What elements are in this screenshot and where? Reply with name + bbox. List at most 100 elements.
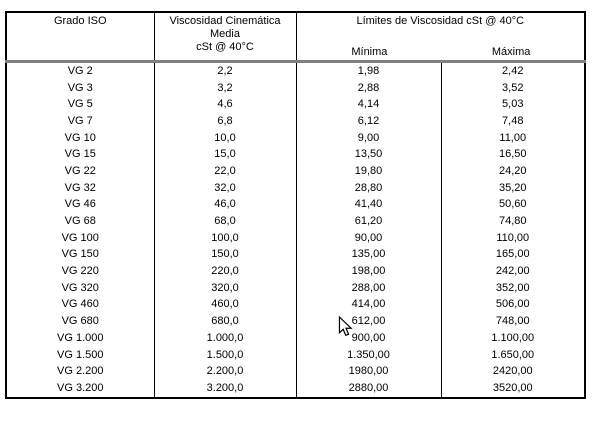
cell-minima: 900,00 <box>296 330 442 347</box>
cell-maxima: 3,52 <box>502 81 524 94</box>
cell-maxima: 110,00 <box>496 231 530 244</box>
cell-grado: VG 2 <box>6 61 155 80</box>
cell-grado: VG 1.500 <box>6 346 155 364</box>
cell-minima: 1980,00 <box>296 363 442 381</box>
cell-maxima: 506,00 <box>495 298 530 311</box>
table-row: VG 1.000 1.000,0 900,00 1.100,00 <box>6 330 585 347</box>
cell-media: 1.500,0 <box>154 346 297 364</box>
cell-media: 2,2 <box>154 61 297 80</box>
cell-minima: 9,00 <box>296 129 442 147</box>
cell-maxima: 35,20 <box>498 181 527 194</box>
cell-minima: 2880,00 <box>296 380 442 398</box>
table-row: VG 3.200 3.200,0 2880,00 3520,00 <box>6 380 585 398</box>
cell-grado: VG 3 <box>6 79 155 97</box>
table-row: VG 68 68,0 61,20 74,80 <box>6 213 585 230</box>
cell-media: 460,0 <box>154 296 297 314</box>
table-header: Grado ISO Viscosidad Cinemática Media cS… <box>6 12 586 63</box>
cell-media: 10,0 <box>154 129 297 147</box>
cell-minima: 1,98 <box>296 61 442 80</box>
cell-grado: VG 460 <box>6 296 155 314</box>
cell-minima: 198,00 <box>296 263 442 280</box>
cell-minima: 288,00 <box>296 279 442 297</box>
table-row: VG 22 22,0 19,80 24,20 <box>6 163 585 180</box>
cell-grado: VG 320 <box>6 279 155 297</box>
cell-media: 150,0 <box>154 246 297 264</box>
cell-media: 2.200,0 <box>154 363 297 381</box>
cell-maxima: 2420,00 <box>492 365 533 378</box>
cell-grado: VG 2.200 <box>6 363 155 381</box>
cell-maxima: 7,48 <box>502 114 524 127</box>
cell-minima: 41,40 <box>296 196 442 214</box>
table-row: VG 2 2,2 1,98 2,42 <box>6 61 585 80</box>
cell-grado: VG 10 <box>6 129 155 147</box>
table-row: VG 15 15,0 13,50 16,50 <box>6 146 585 164</box>
table-row: VG 3 3,2 2,88 3,52 <box>6 79 585 97</box>
cell-media: 3,2 <box>154 79 297 97</box>
table-row: VG 46 46,0 41,40 50,60 <box>6 196 585 214</box>
cell-minima: 13,50 <box>296 146 442 164</box>
cell-grado: VG 68 <box>6 213 155 230</box>
cell-minima: 4,14 <box>296 96 442 114</box>
cell-minima: 6,12 <box>296 113 442 130</box>
cell-grado: VG 100 <box>6 229 155 247</box>
cell-grado: VG 5 <box>6 96 155 114</box>
header-grado-iso: Grado ISO <box>6 12 155 63</box>
header-row: Grado ISO Viscosidad Cinemática Media cS… <box>6 12 586 63</box>
iso-viscosity-table: Grado ISO Viscosidad Cinemática Media cS… <box>5 11 587 399</box>
cell-media: 1.000,0 <box>154 330 297 347</box>
cell-minima: 19,80 <box>296 163 442 180</box>
cell-minima: 28,80 <box>296 179 442 197</box>
cell-minima: 2,88 <box>296 79 442 97</box>
cell-maxima: 11,00 <box>499 131 527 144</box>
cell-media: 15,0 <box>154 146 297 164</box>
cell-media: 32,0 <box>154 179 297 197</box>
cell-minima: 612,00 <box>296 313 442 330</box>
cell-grado: VG 1.000 <box>6 330 155 347</box>
cell-grado: VG 150 <box>6 246 155 264</box>
header-maxima: Máxima <box>491 46 531 58</box>
header-limites-title: Límites de Viscosidad cSt @ 40°C <box>356 15 525 27</box>
table-row: VG 680 680,0 612,00 748,00 <box>6 313 585 330</box>
cell-grado: VG 32 <box>6 179 155 197</box>
cell-maxima: 165,00 <box>495 248 530 261</box>
cell-maxima: 2,42 <box>502 64 524 77</box>
cell-maxima: 16,50 <box>498 148 527 161</box>
table-row: VG 320 320,0 288,00 352,00 <box>6 279 585 297</box>
table-row: VG 220 220,0 198,00 242,00 <box>6 263 585 280</box>
cell-media: 220,0 <box>154 263 297 280</box>
table-row: VG 2.200 2.200,0 1980,00 2420,00 <box>6 363 585 381</box>
cell-grado: VG 46 <box>6 196 155 214</box>
table-row: VG 32 32,0 28,80 35,20 <box>6 179 585 197</box>
table-row: VG 1.500 1.500,0 1.350,00 1.650,00 <box>6 346 585 364</box>
cell-maxima: 3520,00 <box>492 381 533 394</box>
cell-minima: 1.350,00 <box>296 346 442 364</box>
cell-media: 4,6 <box>154 96 297 114</box>
cell-maxima: 748,00 <box>495 315 530 328</box>
cell-grado: VG 3.200 <box>6 380 155 398</box>
cell-maxima: 5,03 <box>502 98 524 111</box>
header-minima: Mínima <box>351 46 388 58</box>
table-body: VG 2 2,2 1,98 2,42 VG 3 3,2 2,88 3,52 VG 5 4,6 4,1… <box>6 61 585 398</box>
cell-minima: 414,00 <box>296 296 442 314</box>
cell-grado: VG 220 <box>6 263 155 280</box>
cell-media: 22,0 <box>154 163 297 180</box>
table-row: VG 10 10,0 9,00 11,00 <box>6 129 585 147</box>
cell-media: 680,0 <box>154 313 297 330</box>
cell-maxima: 242,00 <box>495 265 530 278</box>
cell-maxima: 50,60 <box>498 198 527 211</box>
cell-media: 46,0 <box>154 196 297 214</box>
table-row: VG 7 6,8 6,12 7,48 <box>6 113 585 130</box>
table-row: VG 100 100,0 90,00 110,00 <box>6 229 585 247</box>
cell-maxima: 352,00 <box>495 281 530 294</box>
cell-media: 100,0 <box>154 229 297 247</box>
cell-maxima: 1.100,00 <box>491 331 535 344</box>
cell-grado: VG 680 <box>6 313 155 330</box>
cell-media: 3.200,0 <box>154 380 297 398</box>
cell-maxima: 74,80 <box>498 215 527 228</box>
cell-grado: VG 7 <box>6 113 155 130</box>
header-viscosidad-line2: Media <box>210 28 240 40</box>
cell-maxima: 1.650,00 <box>491 348 535 361</box>
header-limites: Límites de Viscosidad cSt @ 40°C Mínima … <box>296 12 586 63</box>
header-viscosidad-line3: cSt @ 40°C <box>196 41 254 53</box>
